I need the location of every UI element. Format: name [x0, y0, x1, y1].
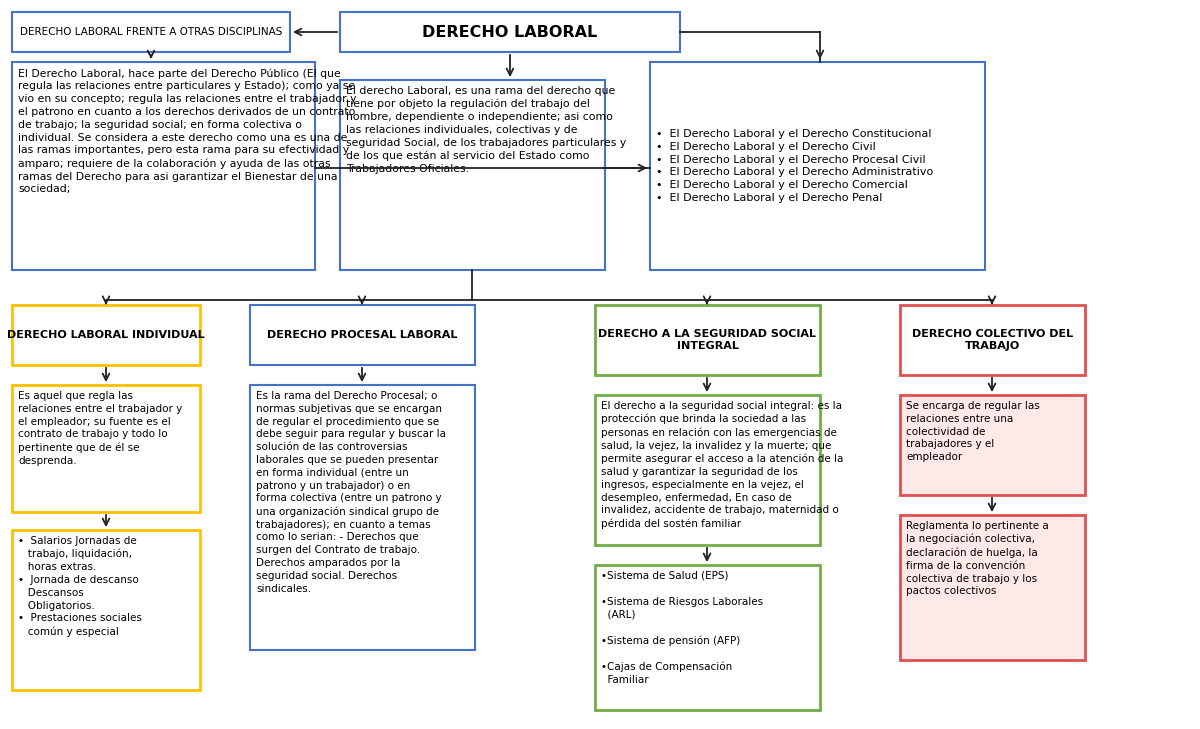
Text: Es la rama del Derecho Procesal; o
normas subjetivas que se encargan
de regular : Es la rama del Derecho Procesal; o norma… [256, 391, 446, 593]
FancyBboxPatch shape [900, 305, 1085, 375]
Text: El Derecho Laboral, hace parte del Derecho Público (El que
regula las relaciones: El Derecho Laboral, hace parte del Derec… [18, 68, 356, 195]
FancyBboxPatch shape [595, 395, 820, 545]
FancyBboxPatch shape [12, 62, 314, 270]
FancyBboxPatch shape [900, 515, 1085, 660]
FancyBboxPatch shape [12, 305, 200, 365]
Text: DERECHO PROCESAL LABORAL: DERECHO PROCESAL LABORAL [268, 330, 457, 340]
Text: El derecho a la seguridad social integral: es la
protección que brinda la socied: El derecho a la seguridad social integra… [601, 401, 844, 529]
FancyBboxPatch shape [250, 385, 475, 650]
Text: Reglamenta lo pertinente a
la negociación colectiva,
declaración de huelga, la
f: Reglamenta lo pertinente a la negociació… [906, 521, 1049, 596]
Text: El derecho Laboral, es una rama del derecho que
tiene por objeto la regulación d: El derecho Laboral, es una rama del dere… [346, 86, 626, 174]
FancyBboxPatch shape [340, 12, 680, 52]
Text: •  Salarios Jornadas de
   trabajo, liquidación,
   horas extras.
•  Jornada de : • Salarios Jornadas de trabajo, liquidac… [18, 536, 142, 637]
Text: DERECHO LABORAL FRENTE A OTRAS DISCIPLINAS: DERECHO LABORAL FRENTE A OTRAS DISCIPLIN… [20, 27, 282, 37]
Text: Se encarga de regular las
relaciones entre una
colectividad de
trabajadores y el: Se encarga de regular las relaciones ent… [906, 401, 1039, 462]
Text: DERECHO COLECTIVO DEL
TRABAJO: DERECHO COLECTIVO DEL TRABAJO [912, 329, 1073, 351]
Text: Es aquel que regla las
relaciones entre el trabajador y
el empleador; su fuente : Es aquel que regla las relaciones entre … [18, 391, 182, 466]
Text: DERECHO LABORAL: DERECHO LABORAL [422, 25, 598, 39]
FancyBboxPatch shape [250, 305, 475, 365]
Text: •  El Derecho Laboral y el Derecho Constitucional
•  El Derecho Laboral y el Der: • El Derecho Laboral y el Derecho Consti… [656, 129, 934, 203]
FancyBboxPatch shape [595, 565, 820, 710]
Text: •Sistema de Salud (EPS)

•Sistema de Riesgos Laborales
  (ARL)

•Sistema de pens: •Sistema de Salud (EPS) •Sistema de Ries… [601, 571, 763, 685]
Text: DERECHO LABORAL INDIVIDUAL: DERECHO LABORAL INDIVIDUAL [7, 330, 205, 340]
FancyBboxPatch shape [650, 62, 985, 270]
FancyBboxPatch shape [340, 80, 605, 270]
FancyBboxPatch shape [12, 385, 200, 512]
FancyBboxPatch shape [595, 305, 820, 375]
FancyBboxPatch shape [12, 12, 290, 52]
FancyBboxPatch shape [12, 530, 200, 690]
FancyBboxPatch shape [900, 395, 1085, 495]
Text: DERECHO A LA SEGURIDAD SOCIAL
INTEGRAL: DERECHO A LA SEGURIDAD SOCIAL INTEGRAL [599, 329, 816, 351]
